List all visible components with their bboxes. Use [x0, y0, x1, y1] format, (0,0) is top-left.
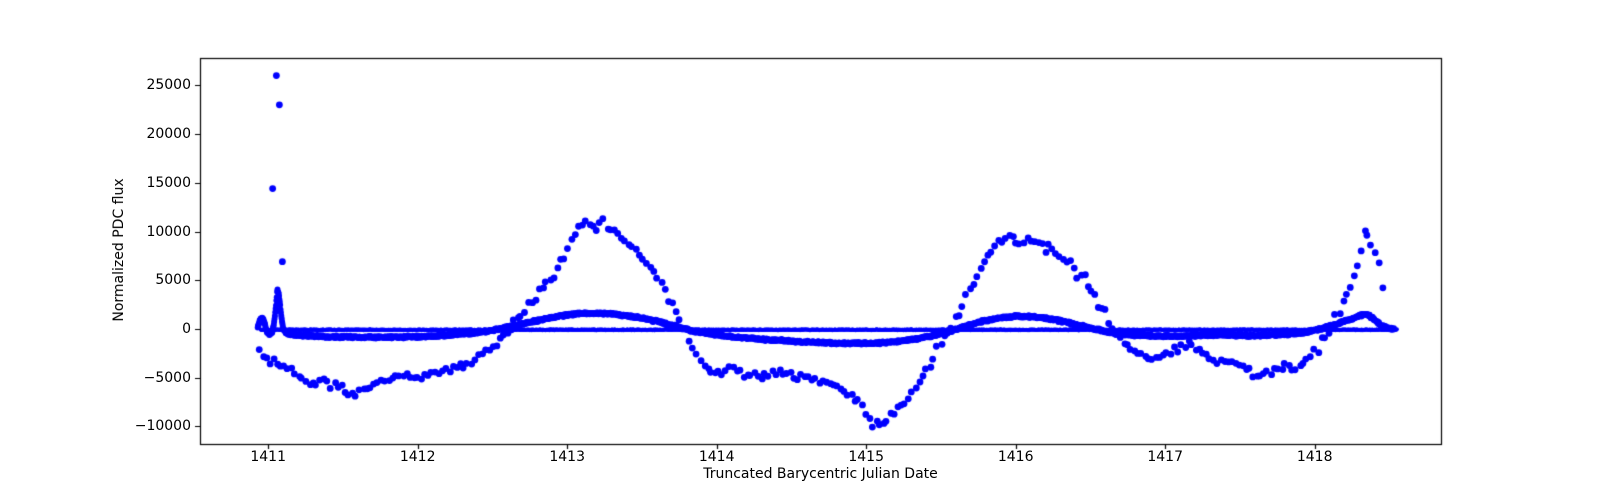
y-tick-label: 0 — [182, 320, 191, 337]
y-tick-label: 20000 — [146, 126, 191, 143]
x-tick-label: 1415 — [848, 449, 884, 465]
y-axis-label: Normalized PDC flux — [111, 178, 127, 322]
y-tick-label: 5000 — [155, 272, 191, 289]
y-tick-label: 25000 — [146, 77, 191, 94]
y-tick-label: −10000 — [134, 418, 191, 435]
x-tick-label: 1418 — [1296, 449, 1333, 465]
y-tick-label: −5000 — [143, 369, 191, 386]
x-axis-label: Truncated Barycentric Julian Date — [703, 466, 938, 482]
x-tick-label: 1416 — [997, 449, 1034, 465]
x-tick-label: 1413 — [549, 449, 585, 465]
x-tick-label: 1414 — [698, 449, 735, 465]
y-tick-label: 10000 — [146, 223, 191, 240]
x-tick-label: 1417 — [1147, 449, 1183, 465]
y-tick-label: 15000 — [146, 174, 191, 191]
x-tick-label: 1411 — [250, 449, 286, 465]
x-tick-label: 1412 — [399, 449, 436, 465]
